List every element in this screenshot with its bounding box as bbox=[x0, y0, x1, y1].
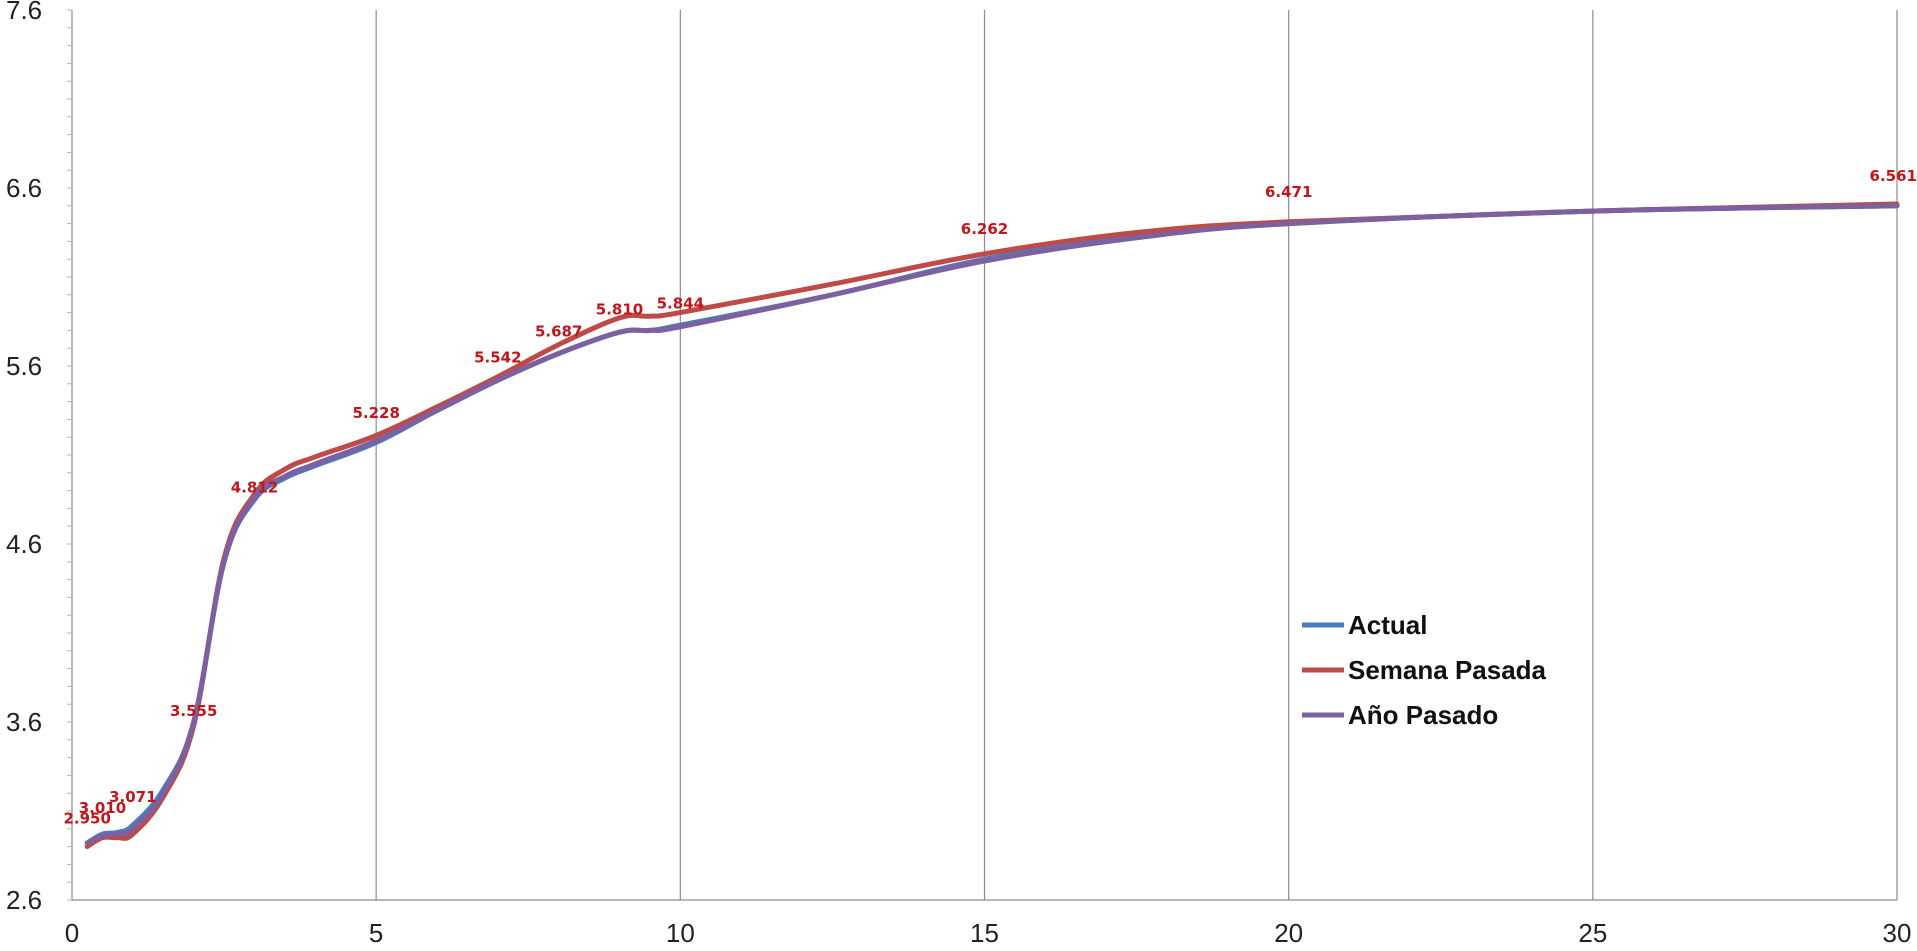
y-tick-label: 2.6 bbox=[6, 885, 42, 915]
data-label: 6.561 bbox=[1870, 167, 1917, 185]
series-line-1 bbox=[84, 201, 1900, 850]
data-label: 5.228 bbox=[352, 404, 399, 422]
data-label: 2.950 bbox=[63, 810, 110, 828]
grid-lines bbox=[375, 10, 1898, 900]
data-label: 6.262 bbox=[961, 220, 1008, 238]
y-tick-label: 4.6 bbox=[6, 529, 42, 559]
x-tick-label: 10 bbox=[666, 918, 695, 948]
data-label: 6.471 bbox=[1265, 183, 1312, 201]
data-label: 3.010 bbox=[79, 799, 126, 817]
data-label: 5.810 bbox=[596, 301, 643, 319]
x-tick-label: 30 bbox=[1883, 918, 1912, 948]
legend-label-0: Actual bbox=[1348, 610, 1427, 640]
series-line-2 bbox=[84, 203, 1900, 846]
axes bbox=[67, 9, 1897, 901]
series-lines bbox=[84, 201, 1900, 850]
data-label: 5.542 bbox=[474, 348, 521, 366]
y-tick-label: 5.6 bbox=[6, 351, 42, 381]
x-tick-label: 20 bbox=[1274, 918, 1303, 948]
x-tick-label: 25 bbox=[1578, 918, 1607, 948]
data-label: 3.555 bbox=[170, 702, 217, 720]
data-label: 3.071 bbox=[109, 788, 156, 806]
legend-label-2: Año Pasado bbox=[1348, 700, 1498, 730]
legend: Actual Semana Pasada Año Pasado bbox=[1302, 610, 1547, 730]
legend-label-1: Semana Pasada bbox=[1348, 655, 1547, 685]
series-line-0 bbox=[84, 203, 1900, 846]
x-tick-label: 0 bbox=[65, 918, 79, 948]
y-tick-label: 3.6 bbox=[6, 707, 42, 737]
x-tick-label: 5 bbox=[369, 918, 383, 948]
data-label: 5.687 bbox=[535, 323, 582, 341]
tick-labels: 0 5 10 15 20 25 30 2.6 3.6 4.6 5.6 6.6 7.6 bbox=[6, 0, 1911, 948]
y-tick-label: 7.6 bbox=[6, 0, 42, 25]
x-tick-label: 15 bbox=[970, 918, 999, 948]
data-label: 5.844 bbox=[657, 295, 704, 313]
y-tick-label: 6.6 bbox=[6, 173, 42, 203]
data-label: 4.812 bbox=[231, 478, 278, 496]
